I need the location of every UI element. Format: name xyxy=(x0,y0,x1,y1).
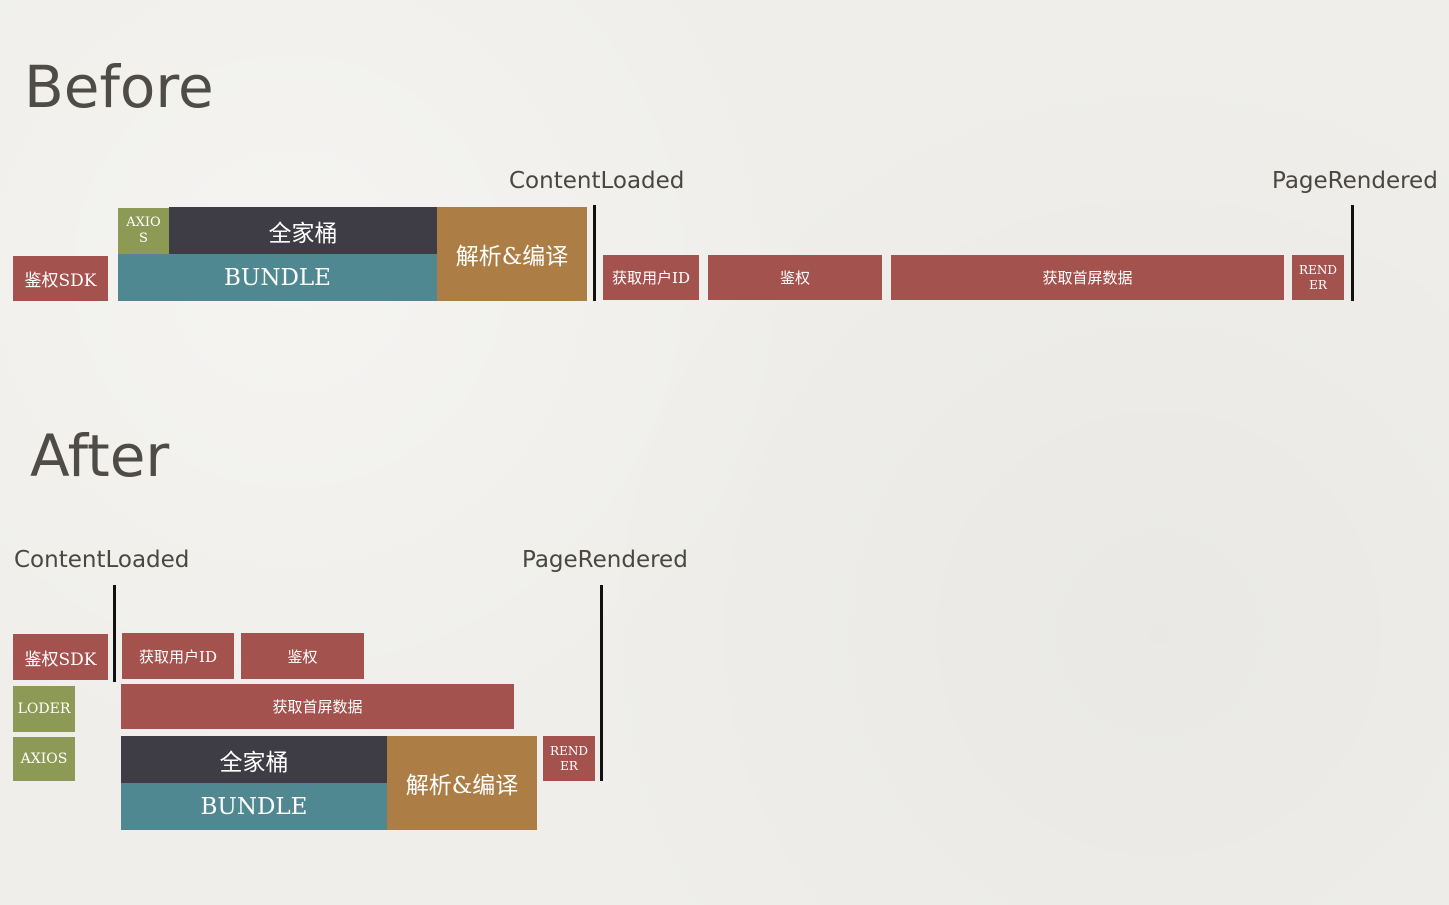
after-bundle-block: BUNDLE xyxy=(121,783,387,830)
before-family-bucket-block: 全家桶 xyxy=(169,207,437,254)
after-content-loaded-line xyxy=(113,585,116,682)
before-fetch-user-id-block: 获取用户ID xyxy=(603,255,699,300)
after-page-rendered-label: PageRendered xyxy=(522,547,688,573)
after-page-rendered-line xyxy=(600,585,603,781)
after-fetch-first-screen-block: 获取首屏数据 xyxy=(121,684,514,729)
after-axios-block: AXIOS xyxy=(13,737,75,781)
after-heading: After xyxy=(30,422,170,490)
before-page-rendered-label: PageRendered xyxy=(1272,168,1438,194)
before-heading: Before xyxy=(24,53,214,121)
after-auth-sdk-block: 鉴权SDK xyxy=(13,634,108,680)
before-bundle-block: BUNDLE xyxy=(118,254,437,301)
after-family-bucket-block: 全家桶 xyxy=(121,736,387,783)
after-parse-compile-block: 解析&编译 xyxy=(387,736,537,830)
before-auth-sdk-block: 鉴权SDK xyxy=(13,256,108,301)
before-content-loaded-line xyxy=(593,205,596,301)
before-content-loaded-label: ContentLoaded xyxy=(509,168,685,194)
after-auth-block: 鉴权 xyxy=(241,633,364,679)
before-axios-block: AXIOS xyxy=(118,208,169,254)
before-parse-compile-block: 解析&编译 xyxy=(437,207,587,301)
after-render-block: RENDER xyxy=(543,736,595,781)
after-fetch-user-id-block: 获取用户ID xyxy=(122,633,234,679)
before-page-rendered-line xyxy=(1351,205,1354,301)
after-content-loaded-label: ContentLoaded xyxy=(14,547,190,573)
before-render-block: RENDER xyxy=(1292,255,1344,300)
before-auth-block: 鉴权 xyxy=(708,255,882,300)
before-fetch-first-screen-block: 获取首屏数据 xyxy=(891,255,1284,300)
after-loader-block: LODER xyxy=(13,686,75,732)
